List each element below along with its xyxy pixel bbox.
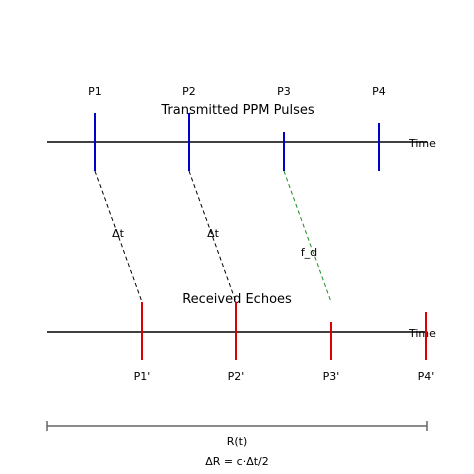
received-axis-label: Time <box>408 327 436 340</box>
doppler-label: f_d <box>301 246 317 259</box>
range-formula: ΔR = c·Δt/2 <box>205 455 268 468</box>
transmitted-pulse-label-p1: P1 <box>88 85 102 98</box>
received-echo-label-p4: P4' <box>418 370 435 383</box>
delay-label-2: Δt <box>207 227 220 240</box>
doppler-link-p3 <box>283 170 332 303</box>
received-echo-label-p3: P3' <box>323 370 340 383</box>
received-echo-label-p2: P2' <box>228 370 245 383</box>
received-echo-label-p1: P1' <box>134 370 151 383</box>
transmitted-pulse-label-p3: P3 <box>277 85 291 98</box>
transmitted-title: Transmitted PPM Pulses <box>160 103 314 118</box>
transmitted-axis-label: Time <box>408 137 436 150</box>
transmitted-pulse-label-p4: P4 <box>372 85 386 98</box>
received-title: Received Echoes <box>182 292 292 307</box>
delay-link-p1 <box>94 170 143 303</box>
delay-label-1: Δt <box>112 227 125 240</box>
delay-link-p2 <box>188 170 237 303</box>
range-label: R(t) <box>227 435 248 448</box>
transmitted-pulse-label-p2: P2 <box>182 85 196 98</box>
